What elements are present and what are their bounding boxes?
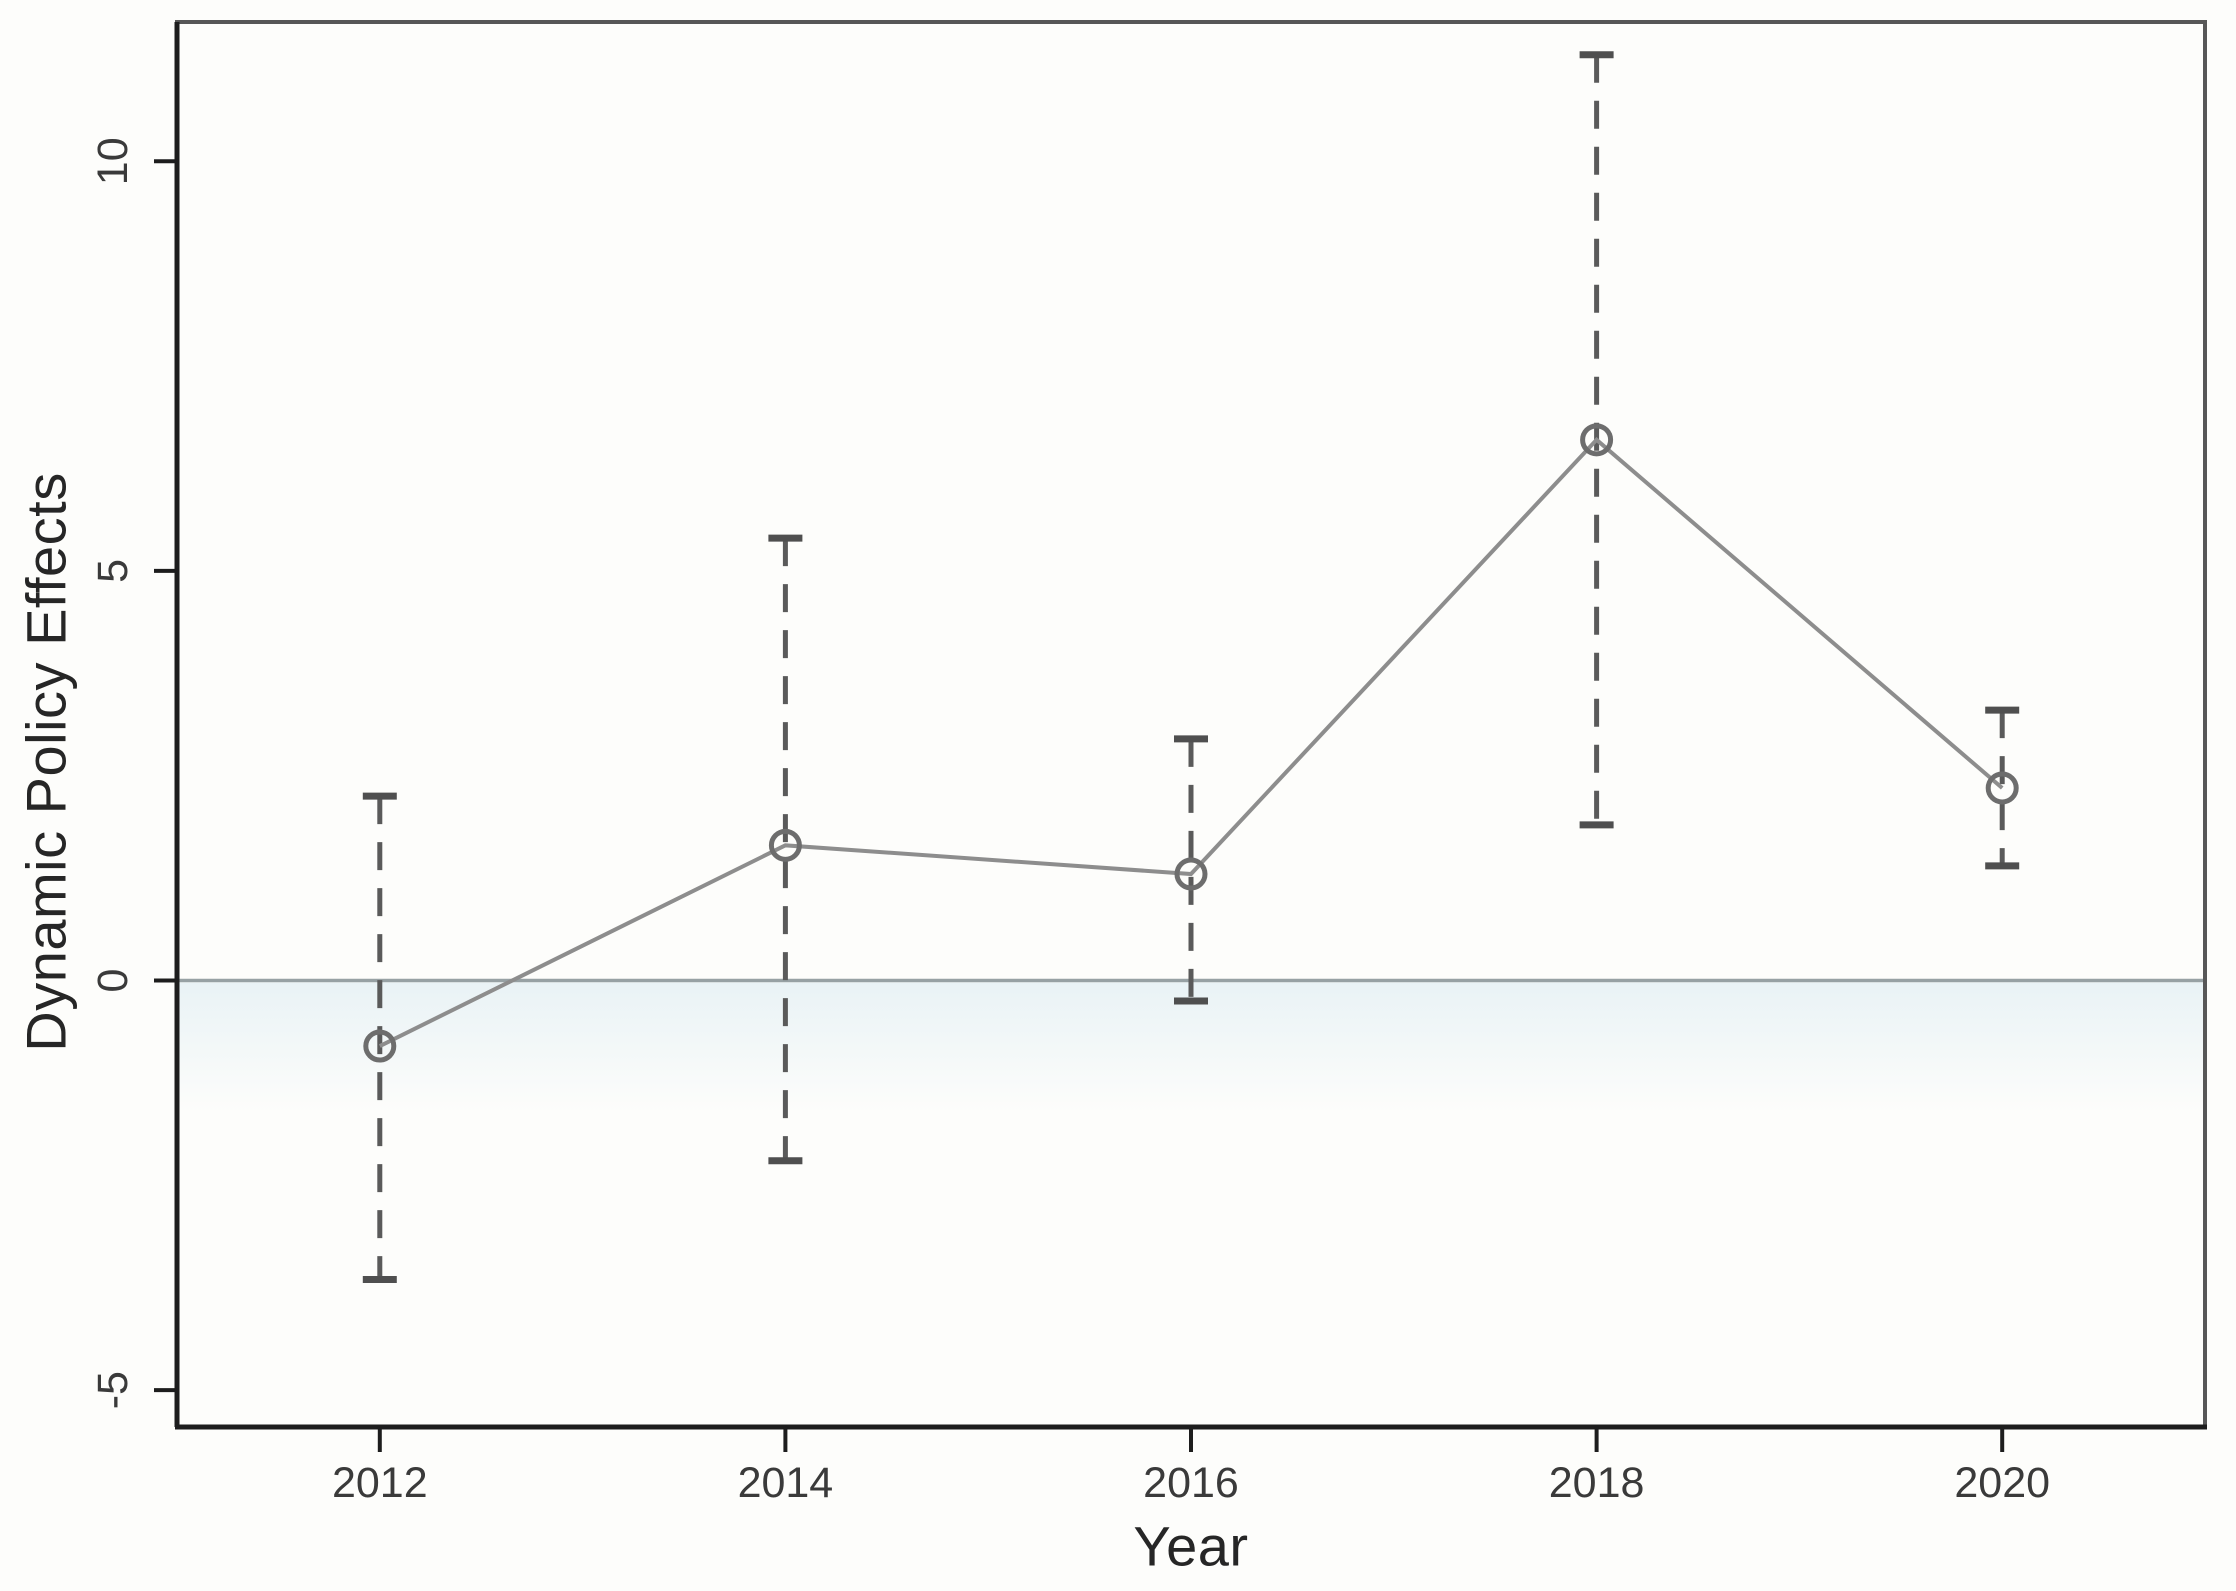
x-tick-label-2014: 2014 xyxy=(738,1459,834,1507)
y-tick-label-10: 10 xyxy=(89,137,137,185)
point-marker-2020 xyxy=(1985,771,2019,805)
point-marker-2018 xyxy=(1580,423,1614,457)
x-tick-label-2012: 2012 xyxy=(332,1459,428,1507)
y-tick-label-5: 5 xyxy=(89,559,137,583)
x-tick-label-2016: 2016 xyxy=(1143,1459,1239,1507)
point-estimate-line xyxy=(378,437,2004,1048)
y-axis-title: Dynamic Policy Effects xyxy=(14,472,78,1052)
plot-border xyxy=(175,20,2207,1429)
x-tick-label-2018: 2018 xyxy=(1549,1459,1645,1507)
y-tick-label--5: -5 xyxy=(89,1371,137,1409)
point-marker-2016 xyxy=(1174,857,1208,891)
y-tick-label-0: 0 xyxy=(89,969,137,993)
x-tick-label-2020: 2020 xyxy=(1954,1459,2050,1507)
point-marker-2014 xyxy=(768,828,802,862)
point-marker-2012 xyxy=(363,1029,397,1063)
x-axis-title: Year xyxy=(1133,1514,1249,1578)
